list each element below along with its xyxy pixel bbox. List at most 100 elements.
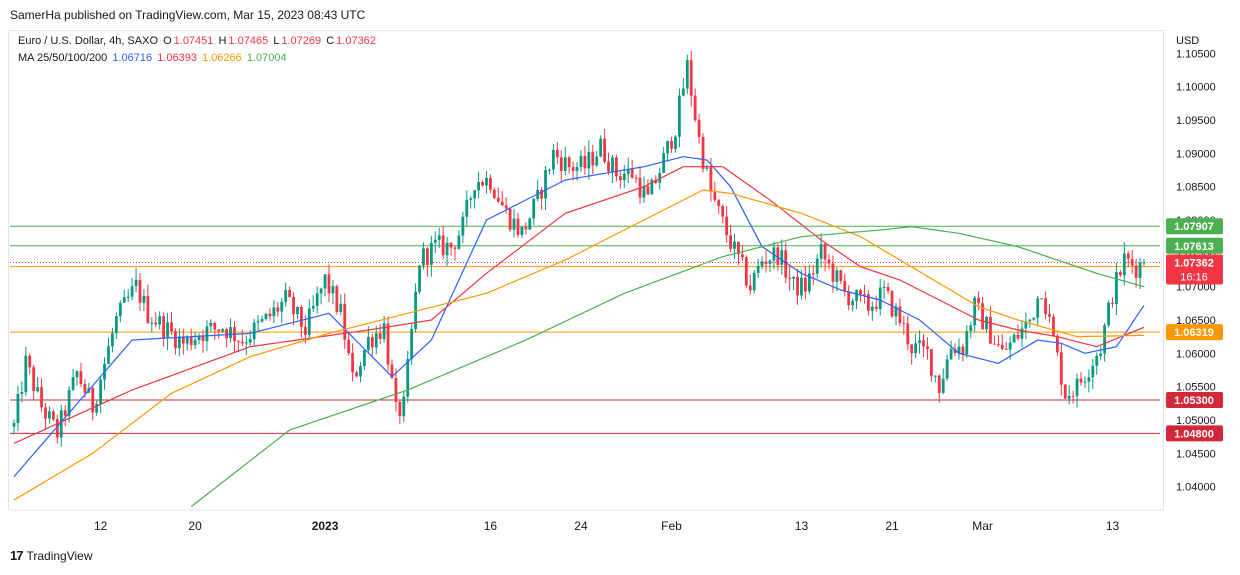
candle-body	[941, 378, 945, 393]
candle-body	[859, 290, 862, 295]
candle-body	[418, 265, 421, 292]
candle-body	[477, 182, 480, 191]
candle-body	[540, 189, 543, 199]
candle-body	[16, 393, 20, 424]
candle-body	[91, 387, 95, 413]
candle-body	[1032, 317, 1036, 320]
candle-body	[426, 248, 429, 265]
candle-body	[410, 328, 414, 360]
candle-body	[394, 378, 398, 402]
candle-body	[827, 259, 831, 264]
candle-body	[449, 242, 453, 248]
candle-body	[406, 359, 410, 397]
candle-body	[989, 316, 992, 344]
candle-body	[177, 336, 181, 349]
candle-body	[532, 199, 536, 219]
candle-body	[504, 205, 508, 209]
y-tick-label: 1.05500	[1176, 382, 1216, 394]
candle-body	[1138, 262, 1142, 278]
candle-body	[83, 384, 87, 393]
candle-body	[1020, 328, 1024, 339]
brand-name: TradingView	[26, 548, 93, 563]
candle-body	[1115, 272, 1118, 305]
candle-body	[217, 329, 221, 332]
horizontal-levels	[10, 225, 1160, 434]
candle-body	[414, 291, 418, 329]
candle-body	[485, 177, 488, 186]
candle-body	[20, 392, 24, 394]
candle-body	[910, 344, 914, 354]
candle-body	[559, 157, 563, 171]
candle-body	[571, 167, 575, 171]
candle-body	[1103, 325, 1107, 354]
candle-body	[524, 226, 528, 230]
candle-body	[1024, 321, 1028, 329]
candle-body	[1028, 319, 1032, 322]
candle-body	[548, 169, 551, 171]
x-tick-label: Feb	[661, 519, 682, 533]
y-tick-label: 1.10500	[1176, 48, 1216, 60]
candle-body	[44, 407, 47, 419]
candle-body	[555, 149, 559, 158]
candle-body	[591, 151, 595, 166]
candle-body	[307, 308, 311, 335]
candle-body	[256, 321, 260, 323]
candle-body	[335, 286, 339, 312]
candle-body	[705, 167, 709, 169]
candle-body	[162, 316, 166, 339]
candle-body	[544, 170, 547, 199]
candle-body	[1130, 258, 1134, 266]
candle-body	[697, 119, 701, 137]
candle-body	[713, 191, 717, 201]
candle-body	[28, 355, 32, 368]
candle-body	[36, 387, 40, 392]
candle-body	[221, 329, 225, 332]
candle-body	[248, 339, 252, 343]
low-label: L	[273, 35, 280, 47]
candle-body	[721, 206, 725, 217]
chart-frame[interactable]	[8, 30, 1164, 510]
candle-body	[429, 242, 433, 265]
candle-body	[1048, 314, 1051, 317]
candle-body	[863, 294, 866, 296]
candle-body	[678, 95, 681, 137]
candle-body	[244, 342, 248, 344]
candle-body	[48, 411, 51, 419]
ma-line	[190, 226, 1145, 508]
candle-body	[929, 349, 933, 376]
candle-body	[1059, 352, 1063, 385]
candle-body	[914, 343, 918, 354]
candle-body	[469, 198, 473, 200]
candle-body	[1040, 298, 1044, 300]
open-value: 1.07451	[173, 35, 214, 47]
candle-body	[792, 276, 795, 279]
candle-body	[296, 306, 299, 315]
candle-body	[280, 301, 284, 312]
candle-body	[1118, 272, 1122, 276]
candle-body	[855, 290, 858, 301]
ma-line	[13, 189, 1145, 501]
tradingview-footer: 17 TradingView	[10, 548, 93, 563]
x-axis: 12 20 2023 16 24 Feb 13 21 Mar 13	[94, 519, 1120, 533]
candle-body	[709, 167, 713, 192]
candle-body	[874, 306, 878, 309]
candle-body	[603, 138, 606, 162]
candle-body	[71, 377, 75, 390]
candle-body	[146, 295, 150, 323]
candle-body	[386, 323, 390, 365]
candle-body	[150, 322, 154, 324]
candle-body	[674, 136, 677, 149]
candle-body	[815, 258, 819, 274]
candle-body	[374, 333, 378, 348]
candle-body	[1004, 348, 1008, 350]
ma50-value: 1.06393	[157, 52, 197, 64]
candle-body	[839, 270, 843, 281]
candle-body	[382, 323, 386, 339]
candle-body	[835, 270, 839, 282]
candle-body	[347, 339, 351, 354]
candle-body	[158, 316, 162, 325]
ma-legend: MA 25/50/100/200 1.06716 1.06393 1.06266…	[18, 52, 289, 64]
candle-body	[796, 276, 799, 296]
